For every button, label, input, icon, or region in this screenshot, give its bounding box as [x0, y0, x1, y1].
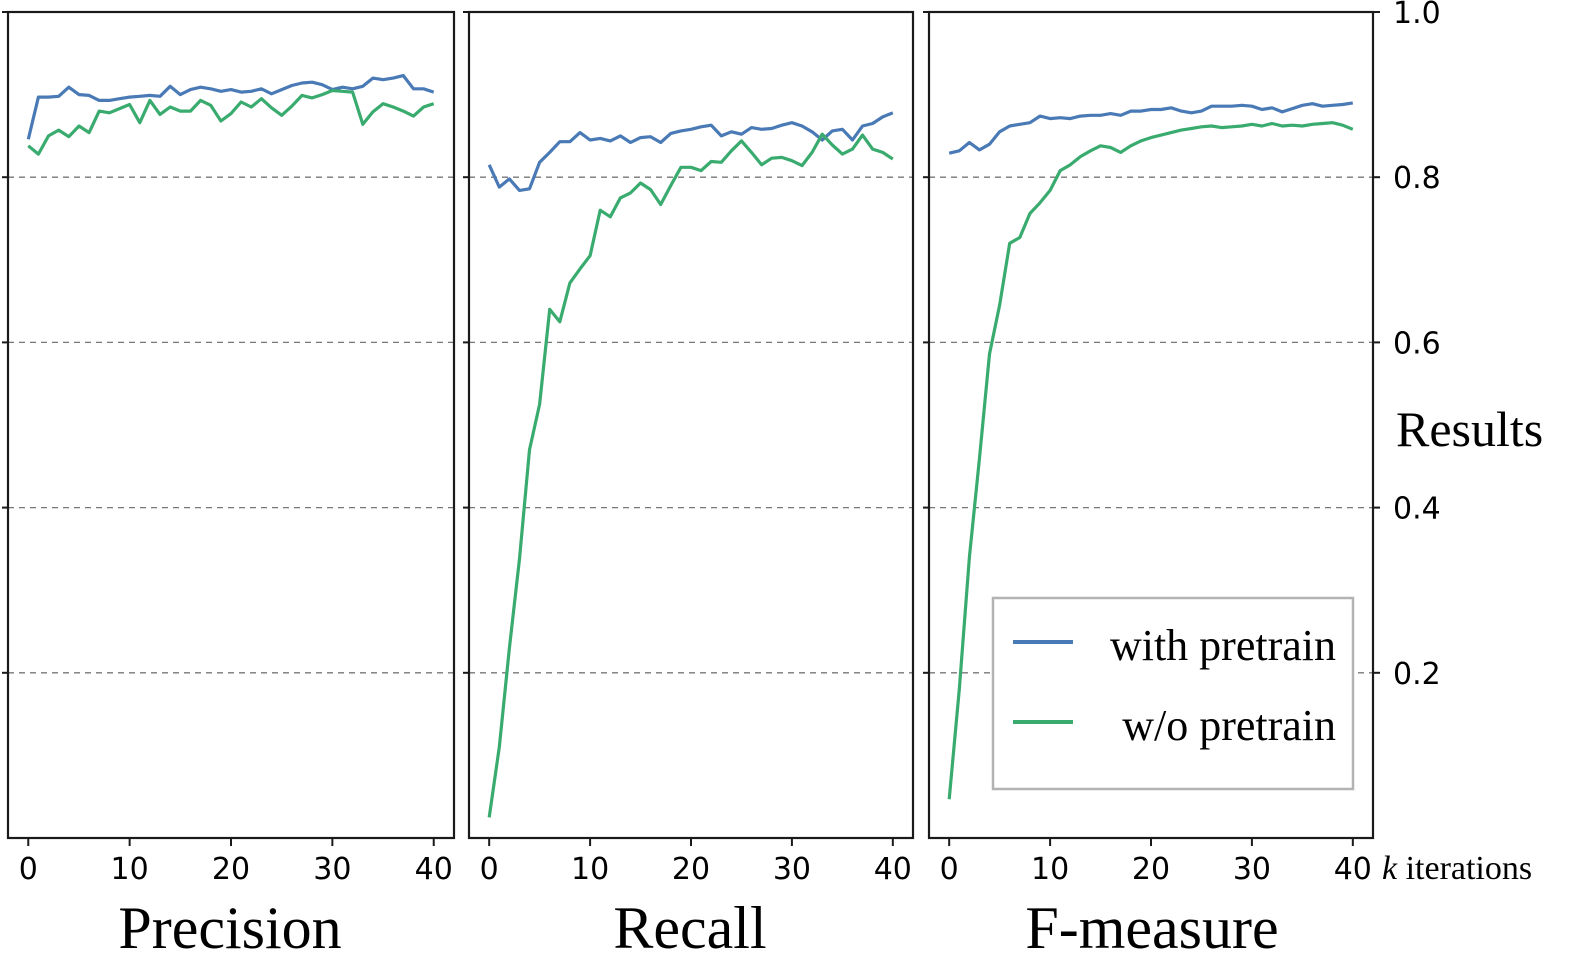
x-tick-label-precision-0: 0 [19, 852, 38, 887]
x-tick-label-f-measure-4: 40 [1334, 852, 1372, 887]
legend-label-wo-pretrain: w/o pretrain [1122, 701, 1336, 750]
y-axis-label: Results [1396, 401, 1543, 457]
x-tick-label-precision-3: 30 [313, 852, 351, 887]
x-tick-label-f-measure-3: 30 [1233, 852, 1271, 887]
legend-label-with-pretrain: with pretrain [1110, 621, 1336, 670]
y-tick-label-4: 1.0 [1393, 0, 1441, 31]
x-tick-label-recall-0: 0 [480, 852, 499, 887]
x-tick-label-precision-1: 10 [111, 852, 149, 887]
y-tick-label-0: 0.2 [1393, 657, 1441, 692]
panel-title-recall: Recall [613, 895, 766, 953]
panel-title-precision: Precision [118, 895, 341, 953]
x-tick-label-precision-4: 40 [415, 852, 453, 887]
panel-frame-precision [6, 10, 456, 840]
grid-layer [8, 176, 1373, 674]
x-tick-label-f-measure-1: 10 [1031, 852, 1069, 887]
x-tick-label-f-measure-2: 20 [1132, 852, 1170, 887]
series-line-precision-wo-pretrain [27, 88, 435, 156]
x-tick-label-recall-4: 40 [874, 852, 912, 887]
x-axis-unit-italic: k [1382, 850, 1398, 887]
series-line-precision-with-pretrain [26, 73, 435, 140]
x-tick-label-f-measure-0: 0 [940, 852, 959, 887]
legend: with pretrain w/o pretrain [991, 596, 1355, 791]
panel-title-f-measure: F-measure [1025, 895, 1278, 953]
series-line-recall-wo-pretrain [487, 132, 894, 818]
legend-box [991, 596, 1355, 791]
x-tick-label-precision-2: 20 [212, 852, 250, 887]
x-axis-unit-label: k iterations [1382, 850, 1532, 887]
series-line-recall-with-pretrain [487, 111, 894, 192]
y-tick-label-1: 0.4 [1393, 492, 1441, 527]
x-tick-label-recall-2: 20 [672, 852, 710, 887]
series-line-f-measure-with-pretrain [948, 101, 1354, 155]
y-tick-label-3: 0.8 [1393, 161, 1441, 196]
y-tick-label-2: 0.6 [1393, 326, 1441, 361]
series-line-f-measure-wo-pretrain [947, 121, 1354, 800]
x-axis-unit-rest: iterations [1397, 850, 1532, 887]
x-tick-label-recall-1: 10 [571, 852, 609, 887]
series-layer [26, 73, 1354, 818]
x-tick-label-recall-3: 30 [773, 852, 811, 887]
tick-layer: 0 10 20 30 40 0 10 20 30 40 0 10 20 30 40 0.2 0.4 0.6 0.8 1… [2, 0, 1441, 887]
